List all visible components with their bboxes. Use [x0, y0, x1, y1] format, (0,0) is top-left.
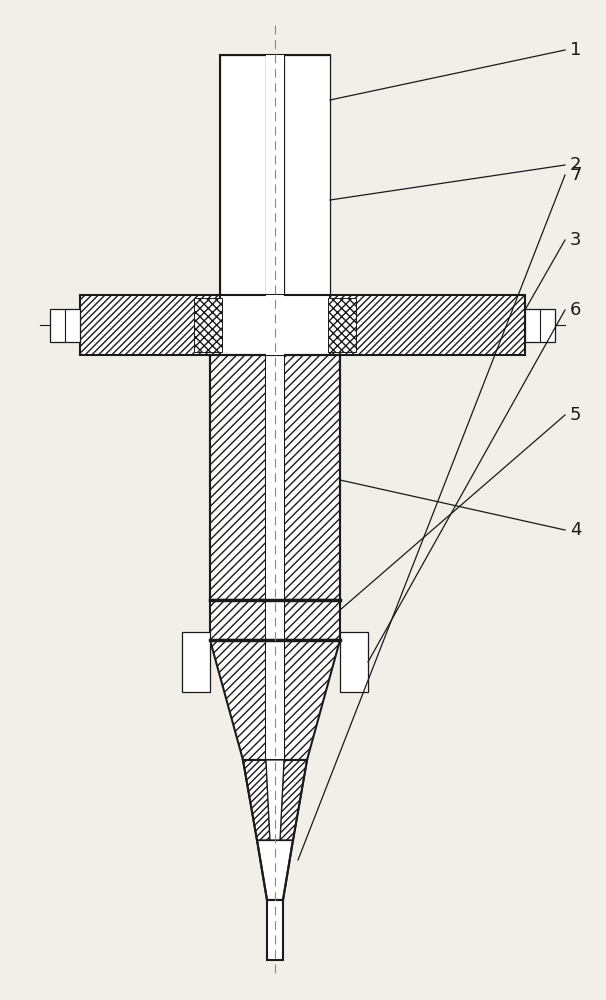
Bar [220, 295, 330, 355]
Bar [328, 298, 356, 352]
Bar [80, 295, 525, 355]
Polygon shape [210, 355, 266, 600]
Text: 3: 3 [570, 231, 582, 249]
Text: 4: 4 [570, 521, 582, 539]
Bar [220, 55, 330, 300]
Bar [266, 355, 284, 600]
Bar [340, 632, 368, 692]
Bar [266, 640, 284, 760]
Bar [210, 600, 266, 640]
Bar [267, 900, 283, 960]
Polygon shape [210, 640, 266, 760]
Text: 1: 1 [570, 41, 581, 59]
Bar [220, 55, 266, 300]
Text: 2: 2 [570, 156, 582, 174]
Bar [284, 55, 330, 300]
Bar [266, 600, 284, 640]
Text: 5: 5 [570, 406, 582, 424]
Polygon shape [266, 760, 284, 840]
Bar [525, 308, 555, 342]
Polygon shape [243, 760, 270, 840]
Polygon shape [284, 355, 340, 600]
Bar [194, 298, 222, 352]
Polygon shape [280, 760, 307, 840]
Text: 7: 7 [570, 166, 582, 184]
Bar [182, 632, 210, 692]
Bar [266, 295, 284, 355]
Polygon shape [284, 640, 340, 760]
Bar [220, 295, 330, 355]
Bar [50, 308, 80, 342]
Text: 6: 6 [570, 301, 581, 319]
Polygon shape [243, 760, 307, 900]
Bar [284, 600, 340, 640]
Bar [266, 55, 284, 300]
